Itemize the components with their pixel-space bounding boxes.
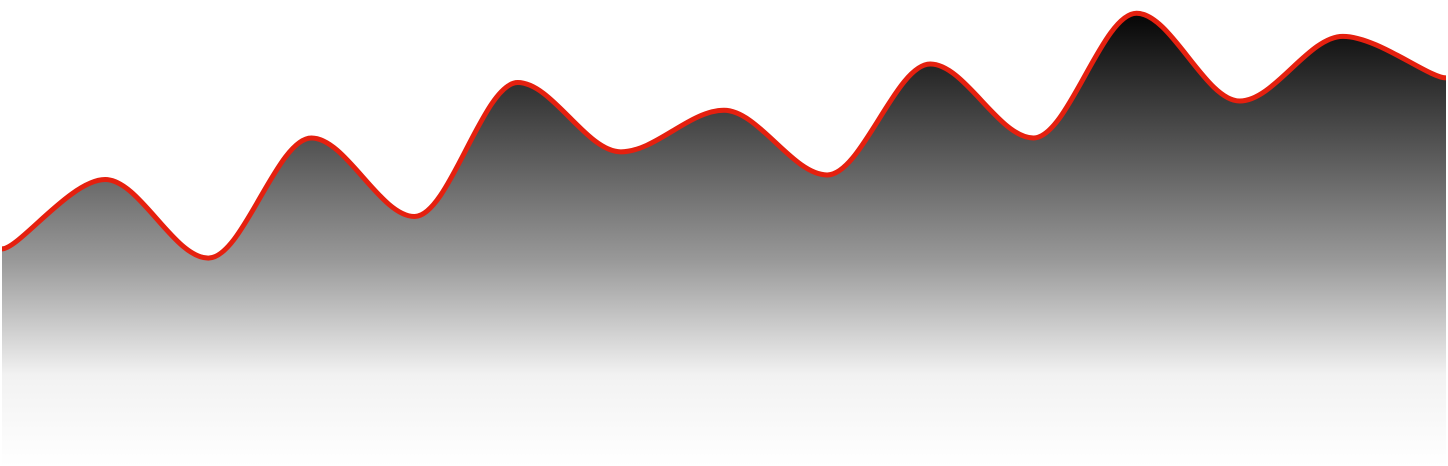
area-fill [2,13,1446,466]
series-line [1,10,1447,261]
chart-plot-area [1,10,1447,466]
